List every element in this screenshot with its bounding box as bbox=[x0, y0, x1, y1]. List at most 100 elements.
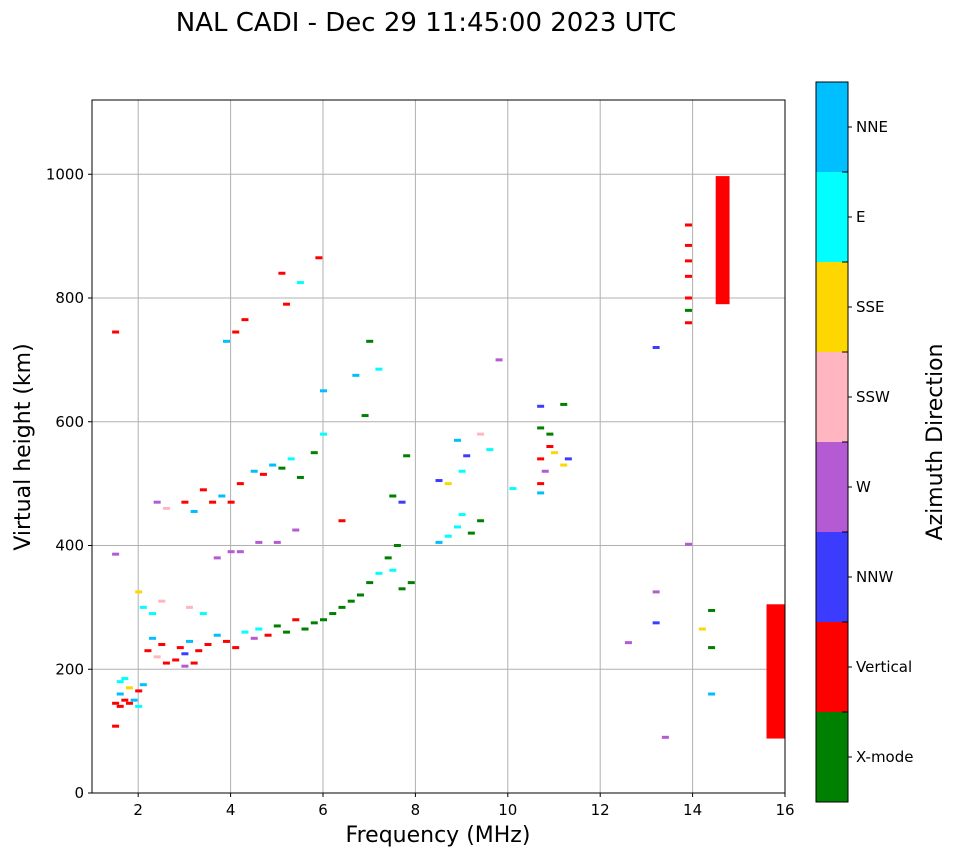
colorbar-frame bbox=[815, 81, 849, 803]
echo-point bbox=[551, 451, 558, 455]
colorbar-tick-label: SSW bbox=[856, 388, 890, 406]
echo-point bbox=[283, 630, 291, 634]
colorbar-swatch bbox=[816, 352, 848, 442]
echo-point bbox=[435, 479, 443, 483]
echo-point bbox=[232, 646, 240, 650]
echo-point bbox=[338, 519, 346, 523]
x-tick-label: 2 bbox=[133, 801, 143, 819]
echo-point bbox=[236, 482, 244, 486]
echo-point bbox=[375, 367, 383, 371]
echo-point bbox=[241, 630, 249, 634]
echo-point bbox=[467, 531, 475, 535]
echo-point bbox=[398, 500, 406, 504]
echo-point bbox=[320, 618, 327, 622]
echo-point bbox=[453, 438, 461, 442]
echo-point bbox=[195, 649, 203, 653]
echo-point bbox=[199, 488, 207, 492]
echo-point bbox=[218, 494, 226, 498]
echo-bar bbox=[715, 176, 730, 305]
colorbar-tick-label: W bbox=[856, 478, 871, 496]
echo-point bbox=[537, 404, 545, 408]
echo-point bbox=[139, 605, 147, 609]
echo-point bbox=[708, 692, 716, 696]
echo-point bbox=[463, 454, 471, 458]
echo-point bbox=[444, 482, 452, 486]
echo-point bbox=[310, 451, 318, 455]
echo-point bbox=[135, 590, 143, 594]
echo-point bbox=[495, 358, 503, 362]
azimuth-colorbar: X-mode Vertical NNW W SSW SSE E NNE bbox=[815, 81, 913, 803]
echo-point bbox=[209, 500, 217, 504]
echo-point bbox=[537, 491, 545, 495]
echo-point bbox=[213, 633, 221, 637]
echo-point bbox=[652, 346, 660, 349]
echo-point bbox=[153, 500, 161, 504]
echo-point bbox=[684, 308, 692, 312]
echo-point bbox=[116, 704, 124, 708]
echo-point bbox=[162, 661, 170, 665]
echo-point bbox=[444, 534, 452, 538]
echo-point bbox=[366, 339, 374, 343]
echo-point bbox=[273, 540, 281, 544]
x-tick-label: 8 bbox=[411, 801, 421, 819]
echo-point bbox=[537, 426, 545, 430]
echo-point bbox=[435, 540, 443, 544]
echo-point bbox=[458, 513, 466, 517]
colorbar-tick-label: E bbox=[856, 208, 865, 226]
echo-point bbox=[624, 641, 632, 645]
echo-point bbox=[329, 612, 337, 616]
y-axis-label: Virtual height (km) bbox=[11, 343, 36, 550]
echo-point bbox=[684, 223, 692, 227]
echo-point bbox=[241, 318, 249, 322]
echo-point bbox=[356, 593, 364, 597]
echo-point bbox=[250, 636, 258, 640]
echo-point bbox=[509, 487, 517, 491]
colorbar-tick-label: NNE bbox=[856, 118, 888, 136]
echo-point bbox=[121, 677, 129, 681]
y-axis-ticks: 0 200 400 600 800 1000 bbox=[46, 165, 92, 802]
echo-point bbox=[320, 432, 327, 436]
echo-point bbox=[684, 259, 692, 263]
echo-point bbox=[116, 680, 124, 684]
echo-point bbox=[537, 482, 545, 486]
echo-point bbox=[477, 519, 485, 523]
colorbar-swatch bbox=[816, 82, 848, 172]
echo-point bbox=[116, 692, 124, 696]
echo-point bbox=[320, 389, 327, 393]
echo-point bbox=[264, 633, 272, 637]
y-tick-label: 600 bbox=[55, 413, 84, 431]
echo-point bbox=[698, 627, 706, 631]
x-tick-label: 10 bbox=[498, 801, 517, 819]
x-tick-label: 16 bbox=[775, 801, 794, 819]
echo-bar bbox=[766, 604, 785, 739]
colorbar-tick-label: X-mode bbox=[856, 748, 913, 766]
echo-point bbox=[190, 509, 198, 513]
echo-point bbox=[236, 550, 244, 554]
echo-point bbox=[181, 652, 189, 656]
echo-point bbox=[172, 658, 180, 662]
echo-point bbox=[389, 568, 397, 572]
echo-point bbox=[347, 599, 355, 603]
echo-point bbox=[661, 735, 669, 739]
echo-point bbox=[287, 457, 295, 461]
echo-point bbox=[315, 256, 323, 260]
colorbar-swatch bbox=[816, 622, 848, 712]
echo-point bbox=[158, 599, 166, 603]
echo-point bbox=[708, 646, 716, 650]
echo-point bbox=[112, 724, 120, 728]
echo-point bbox=[477, 432, 485, 436]
echo-point bbox=[310, 621, 318, 625]
echo-point bbox=[684, 274, 692, 278]
y-tick-label: 400 bbox=[55, 537, 84, 555]
y-tick-label: 800 bbox=[55, 289, 84, 307]
echo-point bbox=[158, 643, 166, 646]
echo-point bbox=[121, 698, 129, 702]
echo-point bbox=[273, 624, 281, 628]
echo-point bbox=[352, 373, 360, 377]
echo-point bbox=[144, 649, 152, 653]
chart-title: NAL CADI - Dec 29 11:45:00 2023 UTC bbox=[176, 8, 676, 38]
colorbar-swatch bbox=[816, 442, 848, 532]
echo-point bbox=[338, 605, 346, 609]
echo-point bbox=[458, 469, 466, 473]
